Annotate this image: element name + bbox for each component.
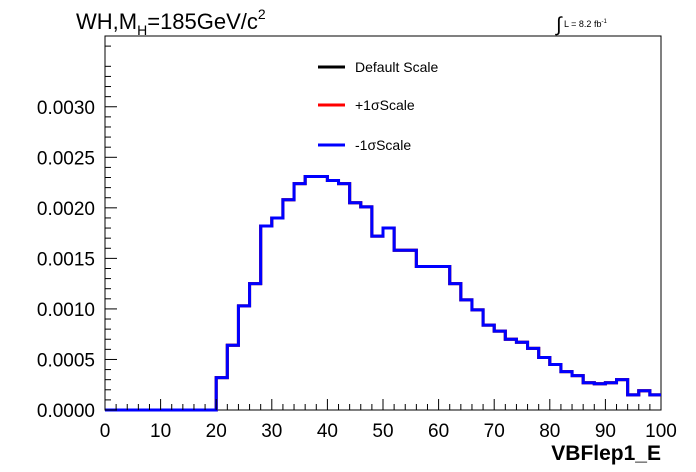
y-tick-label: 0.0005 <box>37 350 95 371</box>
x-tick-label: 80 <box>539 421 560 442</box>
luminosity-superscript: -1 <box>601 19 607 25</box>
plot-title: WH,MH=185GeV/c2 <box>76 6 266 38</box>
y-tick-label: 0.0020 <box>37 199 95 220</box>
integral-symbol: ∫ <box>556 14 562 36</box>
y-tick-label: 0.0000 <box>37 401 95 422</box>
title-subscript: H <box>137 22 148 38</box>
x-tick-label: 40 <box>317 421 338 442</box>
x-tick-label: 70 <box>484 421 505 442</box>
x-tick-label: 10 <box>150 421 171 442</box>
title-rest: =185GeV/c <box>147 9 258 34</box>
x-axis-label: VBFlep1_E <box>551 442 661 465</box>
x-tick-label: 100 <box>645 421 677 442</box>
x-tick-label: 20 <box>206 421 227 442</box>
y-tick-label: 0.0010 <box>37 300 95 321</box>
title-superscript: 2 <box>257 6 266 22</box>
x-tick-label: 30 <box>261 421 282 442</box>
y-tick-label: 0.0015 <box>37 249 95 270</box>
x-tick-label: 0 <box>100 421 111 442</box>
legend-label-1: +1σScale <box>355 97 415 113</box>
y-tick-label: 0.0025 <box>37 148 95 169</box>
plot-frame <box>104 35 662 411</box>
legend-label-0: Default Scale <box>355 59 438 75</box>
legend-label-2: -1σScale <box>355 137 411 153</box>
luminosity-label: ∫ L = 8.2 fb-1 <box>556 10 607 36</box>
title-text: WH,M <box>76 9 138 34</box>
luminosity-text: L = 8.2 fb <box>564 19 602 29</box>
x-tick-label: 50 <box>372 421 393 442</box>
x-tick-label: 90 <box>595 421 616 442</box>
series-line-2 <box>105 175 661 412</box>
y-tick-label: 0.0030 <box>37 98 95 119</box>
x-tick-label: 60 <box>428 421 449 442</box>
